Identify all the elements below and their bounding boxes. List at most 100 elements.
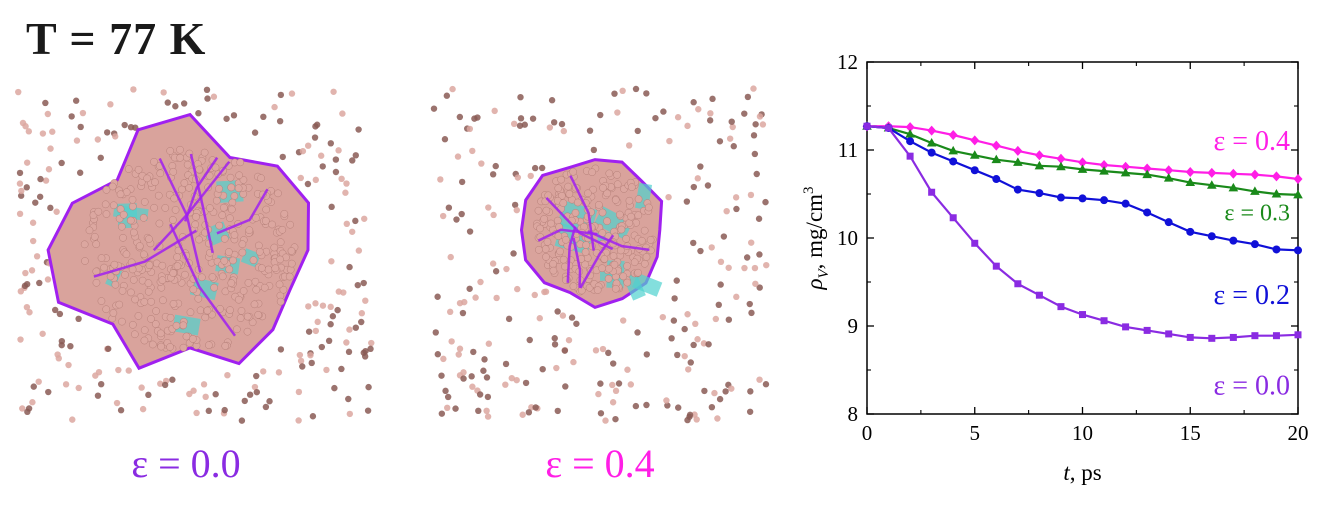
data-point	[991, 140, 1001, 151]
x-tick-label: 20	[1288, 421, 1309, 445]
grain-boundary	[93, 229, 198, 278]
cluster-atom	[569, 167, 577, 176]
gas-atom	[164, 99, 171, 106]
gas-atom	[746, 300, 753, 308]
cluster-atom	[593, 286, 602, 294]
data-point	[971, 239, 979, 247]
gas-atom	[513, 376, 520, 384]
gas-atom	[19, 405, 26, 412]
gas-atom	[42, 177, 50, 184]
gas-atom	[522, 379, 530, 387]
gas-atom	[76, 169, 84, 176]
gas-atom	[697, 247, 704, 255]
gas-atom	[756, 376, 763, 383]
gas-atom	[558, 120, 566, 128]
cluster-atom	[226, 214, 234, 223]
cluster-atom	[619, 272, 628, 281]
cluster-atom	[172, 321, 181, 330]
gas-atom	[750, 85, 757, 92]
cluster-atom	[581, 248, 590, 256]
gas-atom	[762, 381, 770, 388]
gas-atom	[706, 117, 714, 124]
cluster-atom	[569, 282, 578, 291]
gas-atom	[609, 381, 616, 389]
cluster-atom	[220, 234, 229, 243]
gas-atom	[317, 152, 325, 159]
cluster-atom	[230, 231, 239, 239]
cluster-atom	[115, 300, 124, 309]
cluster-atom	[210, 283, 219, 292]
cluster-atom	[134, 165, 143, 174]
gas-atom	[709, 95, 716, 103]
cluster-atom	[287, 259, 296, 268]
gas-atom	[470, 348, 477, 356]
gas-atom	[615, 380, 623, 387]
gas-atom	[311, 134, 319, 141]
data-point	[1120, 167, 1131, 177]
gas-atom	[193, 409, 200, 417]
gas-atom	[605, 349, 612, 357]
gas-atom	[37, 175, 44, 183]
cluster-atom	[135, 242, 144, 250]
cluster-atom	[144, 287, 153, 296]
gas-atom	[492, 268, 500, 275]
data-point	[1229, 236, 1238, 245]
data-point	[1228, 168, 1238, 179]
gas-atom	[212, 391, 219, 398]
gas-atom	[297, 174, 304, 182]
gas-atom	[597, 111, 604, 119]
gas-atom	[319, 163, 326, 170]
gas-atom	[690, 239, 697, 247]
data-point	[969, 150, 980, 159]
cluster-atom	[571, 209, 580, 217]
data-point	[992, 262, 1000, 270]
gas-atom	[204, 95, 211, 102]
cluster-atom	[238, 248, 247, 257]
gas-atom	[186, 390, 193, 398]
gas-atom	[592, 347, 600, 354]
data-point	[1185, 177, 1196, 187]
data-point	[928, 188, 936, 196]
grain-boundary	[216, 188, 269, 235]
figure-title: T = 77 K	[26, 13, 207, 64]
gas-atom	[712, 315, 720, 323]
cluster-atom	[610, 260, 619, 269]
gas-atom	[693, 416, 700, 423]
cluster-atom	[625, 219, 634, 227]
data-point	[1207, 167, 1217, 178]
cluster-atom	[156, 169, 165, 178]
gas-atom	[16, 180, 24, 187]
gas-atom	[627, 381, 635, 388]
gas-atom	[323, 366, 330, 374]
gas-atom	[260, 113, 267, 121]
data-point	[1250, 169, 1260, 180]
gas-atom	[332, 168, 340, 176]
data-point	[1250, 240, 1259, 249]
gas-atom	[327, 321, 334, 328]
gas-atom	[602, 417, 609, 424]
gas-atom	[461, 298, 468, 306]
series-label: ε = 0.3	[1224, 200, 1290, 226]
gas-atom	[95, 368, 103, 376]
gas-atom	[466, 285, 473, 292]
cluster-atom	[634, 268, 642, 277]
cluster-atom	[534, 206, 543, 215]
gas-atom	[238, 417, 246, 424]
gas-atom	[690, 99, 697, 106]
cluster-atom	[127, 288, 135, 297]
gas-atom	[728, 118, 735, 125]
cluster-atom	[564, 182, 572, 191]
cluster-atom	[180, 179, 189, 187]
gas-atom	[472, 294, 479, 301]
cluster-atom	[603, 217, 611, 226]
cluster-atom	[186, 308, 195, 317]
gas-atom	[716, 395, 724, 403]
data-point	[1079, 311, 1086, 319]
gas-atom	[18, 187, 25, 195]
gas-atom	[741, 264, 748, 272]
cluster-atom	[109, 201, 118, 210]
gas-atom	[708, 244, 715, 251]
cluster-atom	[623, 278, 632, 287]
gas-atom	[221, 406, 228, 414]
cluster-atom	[549, 260, 557, 268]
